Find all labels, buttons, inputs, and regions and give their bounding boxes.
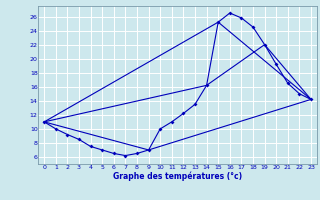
X-axis label: Graphe des températures (°c): Graphe des températures (°c) [113, 172, 242, 181]
